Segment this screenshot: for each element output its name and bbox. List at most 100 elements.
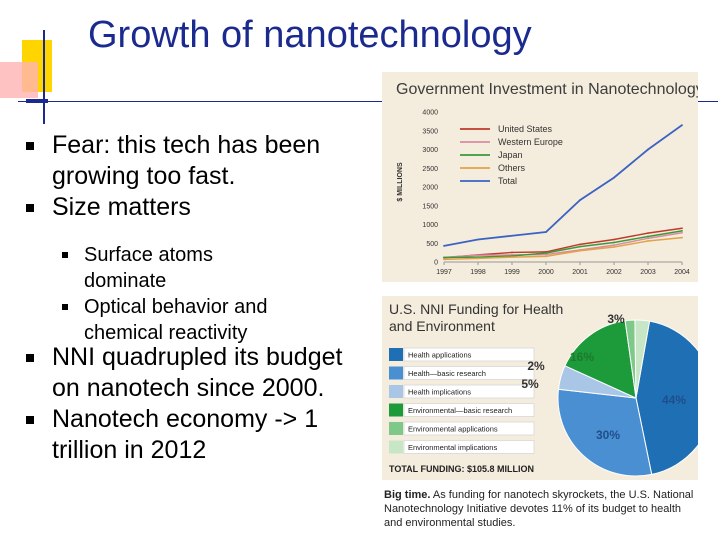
pie-legend-box	[403, 440, 535, 454]
pie-legend-box	[403, 347, 535, 362]
funding-chart-panel: U.S. NNI Funding for Health and Environm…	[382, 296, 715, 480]
legend: United States Western Europe Japan Others To…	[460, 124, 563, 186]
investment-line-chart: Government Investment in Nanotechnology …	[396, 81, 704, 276]
legend-label: Western Europe	[498, 137, 563, 147]
data-point	[477, 238, 479, 241]
data-point	[647, 235, 649, 238]
x-tick-label: 2001	[572, 269, 588, 276]
y-tick-label: 3000	[422, 147, 438, 154]
deco-line-cap	[26, 99, 48, 103]
data-point	[579, 245, 581, 248]
y-tick-label: 0	[434, 260, 438, 267]
legend-label: Total	[498, 176, 517, 186]
series-line-total	[443, 124, 683, 247]
y-tick-label: 2500	[422, 166, 438, 173]
pie-legend-box	[403, 366, 535, 380]
deco-vertical-line	[43, 30, 45, 124]
data-point	[613, 241, 615, 244]
pie-legend-label: Health applications	[408, 351, 472, 360]
x-tick-label: 2002	[606, 269, 622, 276]
series-line-united-states	[443, 227, 683, 259]
x-tick-label: 2003	[640, 269, 656, 276]
data-point	[613, 246, 615, 248]
pie-value-label: 44%	[662, 393, 686, 407]
x-tick-label: 1998	[470, 269, 486, 276]
y-tick-label: 1500	[422, 203, 438, 210]
pie-value-label: 16%	[570, 350, 594, 364]
data-point	[681, 229, 683, 232]
bottom-bullets: NNI quadrupled its budget on nanotech si…	[0, 342, 375, 466]
bullet-item: NNI quadrupled its budget on nanotech si…	[0, 342, 375, 404]
pie-legend-swatch	[389, 385, 403, 398]
data-point	[511, 251, 513, 254]
data-point	[647, 237, 649, 240]
pie-value-label: 2%	[527, 359, 545, 373]
x-tick-label: 2000	[538, 269, 554, 276]
caption-text: As funding for nanotech skyrockets, the …	[384, 489, 694, 529]
data-point	[545, 253, 547, 256]
data-point	[579, 249, 581, 252]
pie-slice	[564, 320, 637, 399]
data-point	[477, 254, 479, 257]
chart-title: Government Investment in Nanotechnology	[396, 81, 698, 98]
pie-legend-swatch	[389, 366, 403, 380]
pie-legend-box	[403, 403, 535, 417]
pie-slices	[557, 319, 715, 477]
series-line-western-europe	[443, 232, 683, 259]
figure-caption: Big time. As funding for nanotech skyroc…	[384, 488, 700, 530]
y-tick-label: 500	[426, 241, 438, 248]
pie-legend-label: Health—basic research	[408, 369, 486, 378]
investment-chart-panel: Government Investment in Nanotechnology …	[382, 72, 704, 282]
pie-legend-label: Environmental implications	[408, 443, 497, 452]
data-point	[579, 243, 581, 246]
data-point	[647, 148, 649, 151]
data-point	[681, 227, 683, 230]
data-point	[613, 244, 615, 247]
bullet-item: Fear: this tech has been growing too fas…	[0, 130, 345, 192]
x-tick-label: 1999	[504, 269, 520, 276]
bullet-item: Nanotech economy -> 1 trillion in 2012	[0, 404, 375, 466]
data-point	[545, 231, 547, 233]
sub-bullet-item: Surface atoms dominate	[0, 242, 300, 294]
sub-bullet-item: Optical behavior and chemical reactivity	[0, 294, 300, 346]
y-tick-label: 4000	[422, 110, 438, 117]
deco-red-block	[0, 62, 38, 98]
data-point	[613, 176, 615, 179]
data-point	[681, 236, 683, 239]
pie-title-line-1: U.S. NNI Funding for Health	[389, 301, 563, 317]
funding-pie-chart: U.S. NNI Funding for Health and Environm…	[389, 301, 715, 477]
data-point	[443, 258, 445, 261]
series-lines	[443, 124, 683, 261]
pie-value-label: 5%	[521, 377, 539, 391]
y-tick-label: 1000	[422, 222, 438, 229]
pie-legend-swatch	[389, 440, 403, 454]
data-point	[511, 234, 513, 237]
data-point	[681, 231, 683, 234]
pie-labels: 44% 30% 5% 16% 2% 3%	[521, 312, 686, 442]
x-tick-label: 1997	[436, 269, 452, 276]
data-point	[579, 199, 581, 202]
pie-value-label: 3%	[607, 312, 625, 326]
series-line-others	[443, 236, 683, 261]
data-point	[647, 240, 649, 242]
data-point	[443, 244, 445, 247]
caption-lead: Big time.	[384, 489, 431, 501]
deco-horizontal-line	[18, 101, 718, 102]
pie-legend-label: Environmental—basic research	[408, 406, 512, 415]
series-line-japan	[443, 230, 683, 259]
legend-label: Japan	[498, 150, 523, 160]
data-point	[545, 255, 547, 258]
data-point	[477, 257, 479, 260]
pie-slice	[634, 319, 651, 399]
pie-legend-swatch	[389, 348, 403, 361]
slide-title: Growth of nanotechnology	[88, 14, 532, 56]
x-tick-label: 2004	[674, 269, 690, 276]
legend-label: United States	[498, 124, 553, 134]
data-point	[681, 124, 683, 127]
data-point	[511, 256, 513, 259]
pie-legend: Health applications Health—basic research…	[389, 347, 535, 454]
pie-legend-swatch	[389, 403, 403, 417]
pie-slice	[557, 388, 653, 477]
data-point	[647, 232, 649, 235]
data-point	[443, 256, 445, 259]
